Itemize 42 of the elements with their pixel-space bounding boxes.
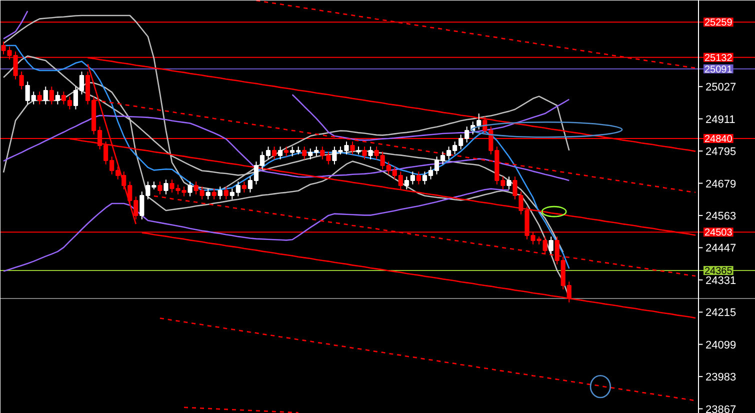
candlestick (548, 236, 554, 255)
y-tick-label: 24447 (706, 242, 736, 255)
candlestick (278, 146, 283, 160)
candlestick (37, 91, 42, 105)
candlestick (242, 181, 247, 193)
candlestick (506, 176, 512, 190)
ref-line-label: 24503 (704, 228, 733, 239)
candlestick (49, 86, 54, 105)
y-tick-label: 24215 (706, 307, 736, 320)
y-tick-label: 25027 (706, 82, 736, 94)
ref-line-label: 25259 (704, 18, 733, 29)
y-tick-label: 24911 (706, 114, 736, 126)
candlestick (158, 181, 162, 195)
candlestick (218, 186, 222, 200)
candlestick (272, 146, 277, 160)
candlestick (350, 141, 355, 155)
candlestick (206, 188, 210, 200)
candlestick (212, 188, 216, 200)
y-tick-label: 24563 (706, 210, 736, 222)
candlestick (55, 91, 60, 105)
line-series (2, 114, 570, 182)
candlestick (362, 146, 367, 160)
line-series (159, 318, 696, 402)
candlestick (284, 146, 289, 157)
y-tick-label: 24099 (706, 339, 736, 352)
candlestick (368, 146, 373, 160)
candlestick (188, 181, 192, 197)
y-tick-label: 24679 (706, 178, 736, 190)
candlestick (164, 179, 168, 195)
y-tick-label: 24795 (706, 146, 736, 158)
ref-line-label: 24840 (704, 134, 733, 146)
candlestick (416, 171, 422, 185)
y-tick-label: 23983 (706, 372, 736, 384)
candlestick (224, 186, 228, 200)
line-series (2, 188, 510, 272)
ref-line-label: 24365 (704, 266, 733, 277)
candlestick (43, 86, 48, 105)
candlestick (302, 146, 307, 160)
y-tick-label: 24331 (706, 274, 736, 287)
y-tick-label: 23867 (706, 404, 736, 413)
ref-line-label: 25132 (704, 52, 733, 64)
ref-line-label: 25091 (704, 64, 733, 76)
